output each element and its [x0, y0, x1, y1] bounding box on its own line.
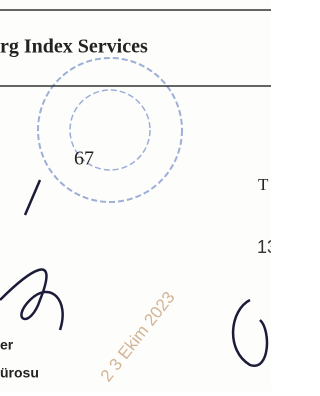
signature-line: er: [0, 337, 14, 353]
signature-line: ürosu: [0, 365, 39, 381]
right-fragment: 13: [257, 237, 271, 257]
right-fragment: T: [258, 175, 269, 194]
number: 67: [74, 148, 94, 170]
document-page: rg Index Services 67 T 13 er ürosu 2 3 E…: [0, 0, 271, 391]
header-text: rg Index Services: [0, 36, 148, 58]
